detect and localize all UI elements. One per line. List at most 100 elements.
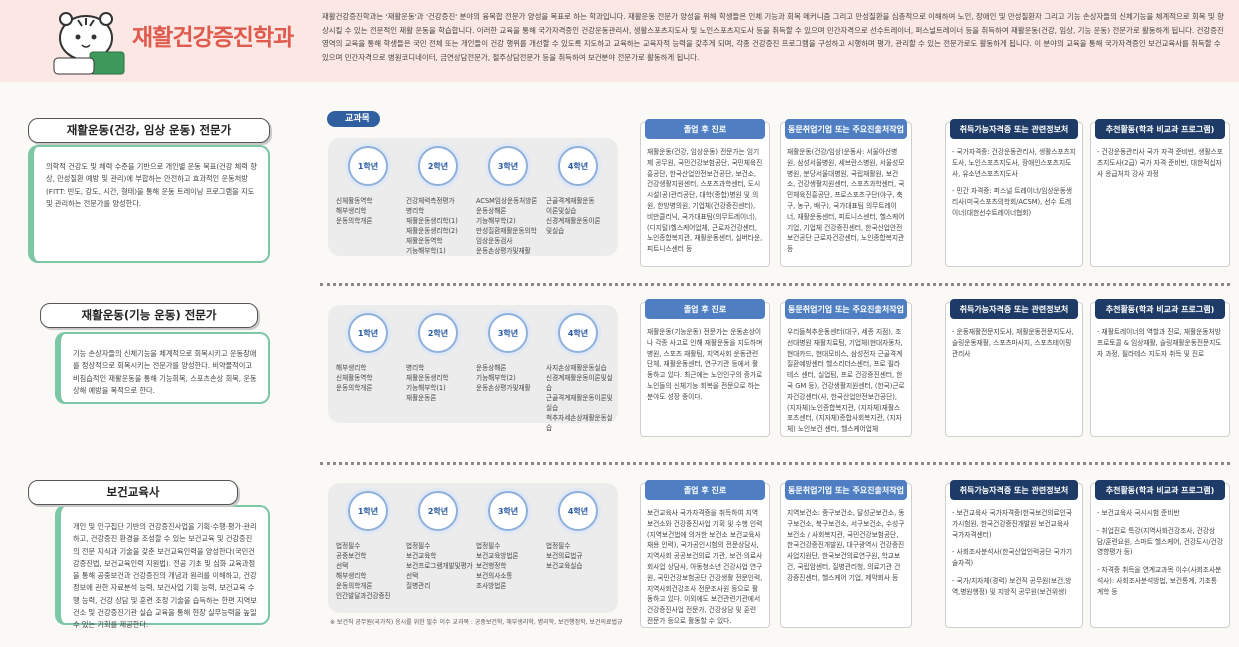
course: 임상운동검사 [476, 237, 513, 245]
course: 운동손상평가및재활 [476, 247, 531, 255]
course: 근골격계재활운동 [546, 197, 595, 205]
curriculum-label: 교과목 [327, 111, 380, 127]
careers-card: 졸업 후 진로 재활운동(건강, 임상운동) 전문가는 임기제 공무원, 국민건강… [640, 119, 770, 267]
careers-card: 졸업 후 진로 보건교육사 국가자격증을 취득하여 지역보건소와 건강증진사업 기… [640, 480, 770, 628]
careers-text: 재활운동(기능운동) 전문가는 운동손상이나 각종 사고로 인해 재활운동을 지… [647, 328, 763, 401]
track-description: 기능 손상자들의 신체기능을 체계적으로 회복시키고 운동장애를 정상적으로 회… [55, 332, 270, 404]
activities-card: 추천활동(학과 비교과 프로그램) - 재활트레이너의 역할과 진로, 재활운동처… [1090, 299, 1230, 437]
careers-text: 재활운동(건강, 임상운동) 전문가는 임기제 공무원, 국민건강보험공단, 국… [647, 148, 763, 254]
course: 보건의료법규 [546, 552, 583, 560]
activities-text: - 재활트레이너의 역할과 진로, 재활운동처방프로토콜 & 임상재활, 슬링재… [1097, 328, 1222, 358]
track-name: 재활운동(기능 운동) 전문가 [40, 303, 258, 328]
course: 척추자세손상재활운동실습 [546, 414, 613, 432]
careers-body: 재활운동(건강, 임상운동) 전문가는 임기제 공무원, 국민건강보험공단, 국… [647, 147, 763, 262]
activities-text: - 취업진로 특강(지역사회건강조사, 건강상담/훈련요원, 스마트 헬스케어,… [1097, 526, 1223, 557]
certificates-text: - 운동재활전문지도사, 재활운동전문지도사, 슬링운동재활, 스포츠마사지, … [952, 328, 1074, 358]
year-badge: 3학년 [488, 491, 528, 531]
mascot [53, 12, 125, 75]
certificates-body: - 국가자격증: 건강운동관리사, 생활스포츠지도사, 노인스포츠지도사, 장애… [952, 147, 1076, 226]
activities-heading: 추천활동(학과 비교과 프로그램) [1095, 299, 1225, 319]
course: 기능해부학(1) [406, 247, 446, 255]
course: 선택 [336, 562, 349, 570]
course-list: 해부생리학 신체활동역학 운동의학개론 [336, 363, 406, 393]
course: 재활운동생리학(2) [406, 227, 458, 235]
careers-text: 보건교육사 국가자격증을 취득하여 지역보건소와 건강증진사업 기획 및 수행 … [647, 509, 763, 625]
course: ACSM임상운동처방론 [476, 197, 538, 205]
course: 기능해부학(2) [476, 374, 516, 382]
course-list: 건강체력측정평가 병리학 재활운동생리학(1) 재활운동생리학(2) 재활운동역학 기능해… [406, 196, 476, 256]
course: 공중보건학 [336, 552, 367, 560]
year-badge: 4학년 [558, 313, 598, 353]
course: 재활운동론 [406, 394, 437, 402]
year-badge: 2학년 [418, 146, 458, 186]
course: 재활운동생리학 [406, 374, 449, 382]
employers-heading: 동문취업기업 또는 주요진출처작업 [785, 299, 907, 319]
employers-text: 지역보건소: 중구보건소, 달성군보건소, 동구보건소, 북구보건소, 서구보건… [787, 509, 905, 582]
course-list: 법정필수 공중보건학 선택 해부생리학 운동의학개론 인간발달과건강증진 [336, 541, 406, 601]
employers-body: 지역보건소: 중구보건소, 달성군보건소, 동구보건소, 북구보건소, 서구보건… [787, 508, 905, 591]
certificates-card: 취득가능자격증 또는 관련정보처 - 운동재활전문지도사, 재활운동전문지도사, … [945, 299, 1083, 437]
course: 해부생리학 [336, 572, 367, 580]
course: 법정필수 [406, 542, 431, 550]
certificates-heading: 취득가능자격증 또는 관련정보처 [950, 299, 1078, 319]
track-description: 개인 및 인구집단 기반의 건강증진사업을 기획·수행·평가·관리하고, 건강증… [55, 505, 270, 629]
certificates-card: 취득가능자격증 또는 관련정보처 - 국가자격증: 건강운동관리사, 생활스포츠지… [945, 119, 1083, 267]
certificates-text: - 국가자격증: 건강운동관리사, 생활스포츠지도사, 노인스포츠지도사, 장애… [952, 148, 1076, 178]
employers-body: 재활운동(건강/임상)운동사: 서울아산병원, 삼성서울병원, 세브란스병원, … [787, 147, 905, 262]
employers-text: 우리들척추운동센터(대구, 세종 지점), 조선대병원 재활치료팀, 기업체(현… [787, 328, 905, 434]
course: 운동상해론 [476, 207, 507, 215]
year-badge: 4학년 [558, 146, 598, 186]
activities-heading: 추천활동(학과 비교과 프로그램) [1095, 119, 1225, 139]
activities-body: - 보건교육사 국시시험 준비반 - 취업진로 특강(지역사회건강조사, 건강상담… [1097, 508, 1223, 605]
year-badge: 3학년 [488, 313, 528, 353]
course: 기능해부학(2) [476, 217, 516, 225]
course: 운동상해론 [476, 364, 507, 372]
course: 병리학 [406, 364, 425, 372]
course: 운동의학개론 [336, 384, 373, 392]
activities-card: 추천활동(학과 비교과 프로그램) - 보건교육사 국시시험 준비반 - 취업진로 … [1090, 480, 1230, 628]
course: 기능해부학(1) [406, 384, 446, 392]
course-list: 신체활동역학 해부생리학 운동의학개론 [336, 196, 406, 226]
course-list: 법정필수 보건교육학 보건프로그램개발및평가 선택 질병관리 [406, 541, 476, 591]
course: 해부생리학 [336, 207, 367, 215]
certificates-card: 취득가능자격증 또는 관련정보처 - 보건교육사 국가자격증(한국보건의료인국가시… [945, 480, 1083, 628]
employers-heading: 동문취업기업 또는 주요진출처작업 [785, 119, 907, 139]
title: 재활건강증진학과 [132, 25, 294, 51]
course: 보건교육실습 [546, 562, 583, 570]
course: 사지손상재활운동실습 [546, 364, 607, 372]
course: 신경계재활운동이론및실습 [546, 374, 613, 392]
separator [320, 283, 1230, 286]
year-badge: 2학년 [418, 313, 458, 353]
course: 신체활동역학 [336, 197, 373, 205]
year-badge: 4학년 [558, 491, 598, 531]
track-name: 재활운동(건강, 임상 운동) 전문가 [28, 118, 270, 143]
course-list: 법정필수 보건의료법규 보건교육실습 [546, 541, 616, 571]
activities-body: - 건강운동관리사 국가 자격 준비반, 생활스포츠지도사(2급) 국가 자격 … [1097, 147, 1223, 186]
header [0, 0, 1239, 82]
certificates-text: - 보건교육사 국가자격증(한국보건의료인국가시험원, 한국건강증진개발원 보건… [952, 509, 1073, 539]
activities-body: - 재활트레이너의 역할과 진로, 재활운동처방프로토콜 & 임상재활, 슬링재… [1097, 327, 1223, 366]
track-name: 보건교육사 [28, 480, 238, 505]
careers-body: 재활운동(기능운동) 전문가는 운동손상이나 각종 사고로 인해 재활운동을 지… [647, 327, 763, 410]
course: 운동손상평가및재활 [476, 384, 531, 392]
activities-card: 추천활동(학과 비교과 프로그램) - 건강운동관리사 국가 자격 준비반, 생활… [1090, 119, 1230, 267]
course: 병리학 [406, 207, 425, 215]
course: 보건교육학 [406, 552, 437, 560]
course: 해부생리학 [336, 364, 367, 372]
course: 근골격계재활운동이론및실습 [546, 394, 613, 412]
course: 및실습 [546, 227, 565, 235]
year-badge: 2학년 [418, 491, 458, 531]
course: 보건행정학 [476, 562, 507, 570]
separator [320, 462, 1230, 465]
careers-heading: 졸업 후 진로 [645, 299, 765, 319]
course: 법정필수 [476, 542, 501, 550]
course: 재활운동역학 [406, 237, 443, 245]
course: 법정필수 [336, 542, 361, 550]
course: 만성질환재활운동의학 [476, 227, 537, 235]
